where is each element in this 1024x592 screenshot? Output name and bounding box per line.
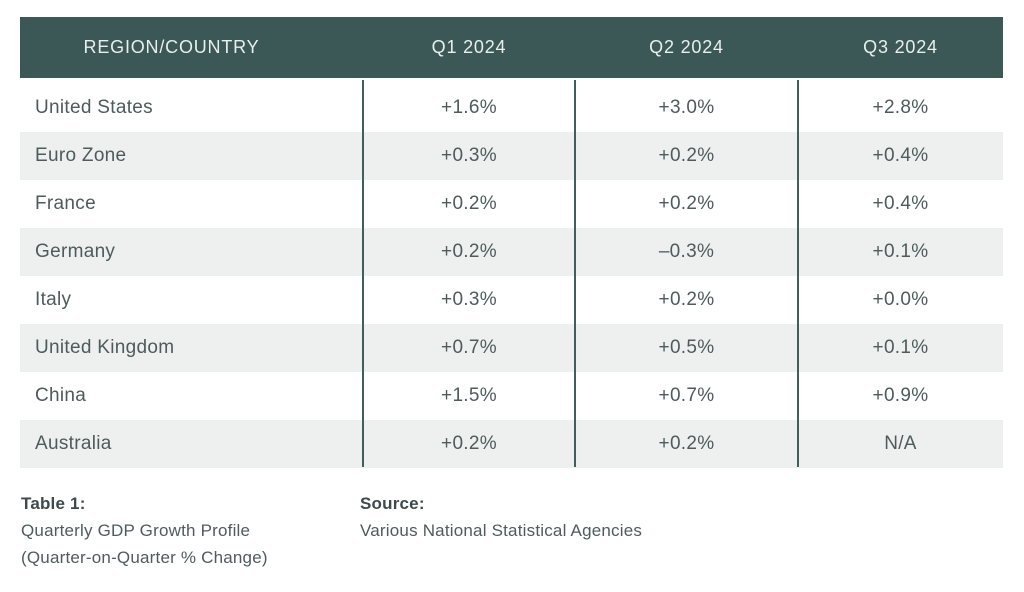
column-divider-2 bbox=[574, 80, 576, 467]
table-row: United States +1.6% +3.0% +2.8% bbox=[20, 84, 1003, 132]
q1-value-cell: +1.5% bbox=[441, 385, 497, 406]
table-row: Australia +0.2% +0.2% N/A bbox=[20, 420, 1003, 468]
region-cell: Australia bbox=[35, 433, 112, 454]
column-header-region: REGION/COUNTRY bbox=[83, 37, 260, 57]
q3-value-cell: +0.1% bbox=[872, 337, 929, 358]
q3-value-cell: +0.4% bbox=[872, 145, 929, 166]
table-row: Euro Zone +0.3% +0.2% +0.4% bbox=[20, 132, 1003, 180]
column-header-q3-2024: Q3 2024 bbox=[863, 37, 938, 57]
q2-value-cell: +0.2% bbox=[658, 145, 715, 166]
caption-line1: Quarterly GDP Growth Profile bbox=[21, 521, 251, 540]
q3-value-cell: N/A bbox=[884, 433, 917, 454]
table-row: Italy +0.3% +0.2% +0.0% bbox=[20, 276, 1003, 324]
region-cell: Italy bbox=[35, 289, 72, 310]
q1-value-cell: +0.2% bbox=[441, 241, 497, 262]
q3-value-cell: +2.8% bbox=[872, 97, 929, 118]
table-caption: Table 1: Quarterly GDP Growth Profile (Q… bbox=[21, 490, 268, 571]
q2-value-cell: +0.2% bbox=[658, 193, 715, 214]
region-cell: United Kingdom bbox=[35, 337, 175, 358]
table-row: United Kingdom +0.7% +0.5% +0.1% bbox=[20, 324, 1003, 372]
q3-value-cell: +0.9% bbox=[872, 385, 929, 406]
q1-value-cell: +0.2% bbox=[441, 193, 497, 214]
q2-value-cell: +0.2% bbox=[658, 433, 715, 454]
source-label: Source: bbox=[360, 494, 425, 513]
q2-value-cell: +0.5% bbox=[658, 337, 715, 358]
q2-value-cell: +0.7% bbox=[658, 385, 715, 406]
region-cell: Euro Zone bbox=[35, 145, 127, 166]
region-cell: China bbox=[35, 385, 87, 406]
column-header-q2-2024: Q2 2024 bbox=[649, 37, 724, 57]
table-body: United States +1.6% +3.0% +2.8% Euro Zone +0.… bbox=[20, 84, 1003, 468]
column-divider-3 bbox=[797, 80, 799, 467]
q2-value-cell: +3.0% bbox=[658, 97, 715, 118]
q1-value-cell: +0.3% bbox=[441, 145, 497, 166]
table-row: France +0.2% +0.2% +0.4% bbox=[20, 180, 1003, 228]
caption-label: Table 1: bbox=[21, 494, 86, 513]
column-header-q1-2024: Q1 2024 bbox=[431, 37, 507, 57]
q1-value-cell: +0.2% bbox=[441, 433, 497, 454]
table-header-row: REGION/COUNTRY Q1 2024 Q2 2024 Q3 2024 bbox=[20, 17, 1003, 78]
source-text: Various National Statistical Agencies bbox=[360, 521, 643, 540]
q1-value-cell: +1.6% bbox=[441, 97, 497, 118]
q3-value-cell: +0.1% bbox=[872, 241, 929, 262]
region-cell: United States bbox=[35, 97, 153, 118]
q3-value-cell: +0.4% bbox=[872, 193, 929, 214]
region-cell: Germany bbox=[35, 241, 116, 262]
column-divider-1 bbox=[362, 80, 364, 467]
q1-value-cell: +0.7% bbox=[441, 337, 497, 358]
q1-value-cell: +0.3% bbox=[441, 289, 497, 310]
table-row: China +1.5% +0.7% +0.9% bbox=[20, 372, 1003, 420]
caption-line2: (Quarter-on-Quarter % Change) bbox=[21, 548, 268, 567]
region-cell: France bbox=[35, 193, 96, 214]
table-source: Source: Various National Statistical Age… bbox=[360, 490, 642, 544]
q2-value-cell: –0.3% bbox=[658, 241, 715, 262]
q2-value-cell: +0.2% bbox=[658, 289, 715, 310]
table-row: Germany +0.2% –0.3% +0.1% bbox=[20, 228, 1003, 276]
q3-value-cell: +0.0% bbox=[872, 289, 929, 310]
